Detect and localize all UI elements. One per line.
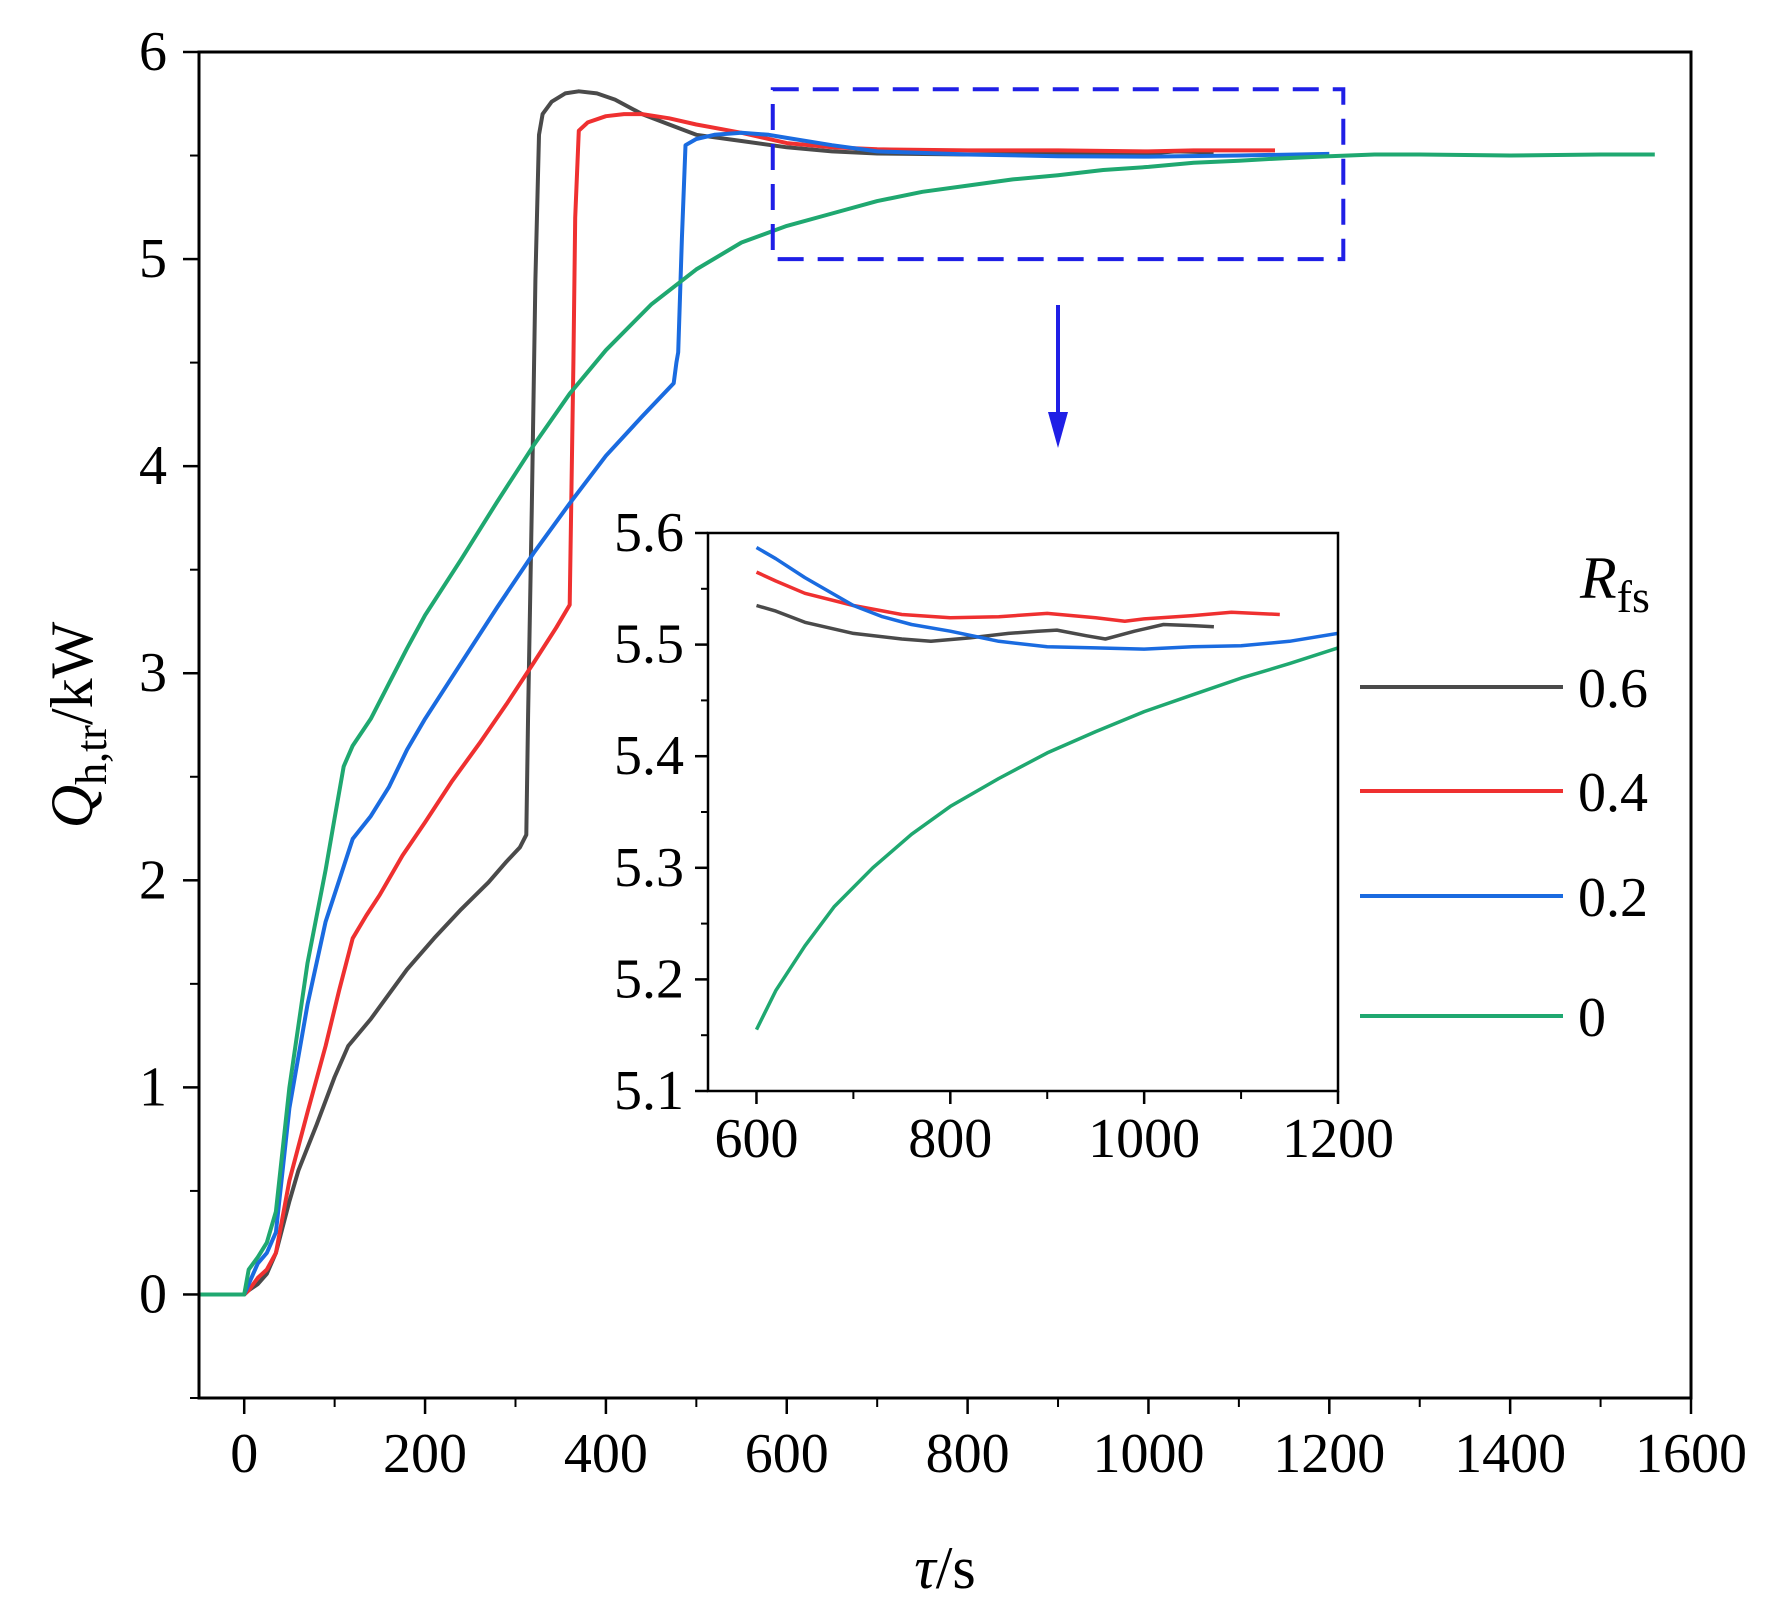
inset-series-line-0.2 — [755, 545, 1338, 651]
x-tick-label: 1200 — [1273, 1423, 1385, 1485]
inset-plot: 600 800 1000 1200 5.1 5.2 5.3 5.4 5.5 5.6 — [614, 502, 1394, 1170]
inset-x-tick-label: 600 — [714, 1108, 798, 1170]
inset-y-tick-label: 5.1 — [614, 1060, 684, 1122]
y-axis-unit: /kW — [39, 621, 105, 725]
x-tick-label: 400 — [564, 1423, 648, 1485]
y-tick-label: 4 — [139, 435, 167, 497]
main-series-group — [199, 89, 1655, 1297]
inset-x-tick-label: 1000 — [1088, 1108, 1200, 1170]
inset-x-tick-label: 1200 — [1282, 1108, 1394, 1170]
inset-y-tick-label: 5.6 — [614, 502, 684, 564]
dashed-highlight-rect — [770, 87, 1346, 262]
inset-x-tick-label: 800 — [908, 1108, 992, 1170]
legend-label-0.4: 0.4 — [1578, 762, 1648, 824]
x-tick-label: 200 — [383, 1423, 467, 1485]
y-tick-label: 0 — [139, 1263, 167, 1325]
x-tick-label: 800 — [926, 1423, 1010, 1485]
series-line-0.2 — [199, 130, 1330, 1297]
x-axis-symbol: τ — [914, 1535, 938, 1601]
legend: Rfs 0.6 0.4 0.2 0 — [1360, 545, 1650, 1049]
inset-y-tick-label: 5.2 — [614, 948, 684, 1010]
legend-title: Rfs — [1579, 545, 1650, 622]
x-tick-label: 1000 — [1092, 1423, 1204, 1485]
y-tick-label: 2 — [139, 849, 167, 911]
legend-label-0.2: 0.2 — [1578, 867, 1648, 929]
legend-label-0: 0 — [1578, 987, 1606, 1049]
highlight-box — [770, 87, 1346, 448]
x-tick-label: 1600 — [1635, 1423, 1747, 1485]
y-tick-label: 1 — [139, 1056, 167, 1118]
x-tick-label: 600 — [745, 1423, 829, 1485]
inset-series-line-0.6 — [756, 603, 1214, 644]
main-plot: 0 200 400 600 800 1000 1200 1400 1600 0 1 2 3 4 5 6 τ/s Q… — [39, 21, 1747, 1601]
plot-frame — [197, 50, 1693, 1400]
inset-frame — [706, 531, 1340, 1093]
x-axis-title: τ/s — [914, 1535, 976, 1601]
y-axis-subscript: h,tr — [67, 725, 116, 785]
y-tick-label: 5 — [139, 228, 167, 290]
x-axis-unit: /s — [936, 1535, 976, 1601]
series-line-0 — [199, 152, 1655, 1297]
inset-y-tick-label: 5.4 — [614, 725, 684, 787]
y-tick-label: 3 — [139, 642, 167, 704]
series-line-0.6 — [199, 89, 1214, 1297]
y-axis-title: Qh,tr/kW — [39, 621, 116, 828]
inset-series-group — [754, 545, 1338, 1031]
x-tick-label: 0 — [230, 1423, 258, 1485]
inset-y-tick-label: 5.3 — [614, 837, 684, 899]
inset-series-line-0.4 — [755, 570, 1280, 623]
legend-title-symbol: R — [1579, 545, 1617, 611]
inset-background — [708, 533, 1338, 1091]
inset-y-tick-label: 5.5 — [614, 614, 684, 676]
x-tick-label: 1400 — [1454, 1423, 1566, 1485]
y-axis-symbol: Q — [39, 785, 105, 828]
arrow-head — [1048, 412, 1068, 448]
legend-label-0.6: 0.6 — [1578, 658, 1648, 720]
legend-title-subscript: fs — [1617, 571, 1650, 622]
y-tick-label: 6 — [139, 21, 167, 83]
inset-series-line-0 — [754, 646, 1338, 1031]
